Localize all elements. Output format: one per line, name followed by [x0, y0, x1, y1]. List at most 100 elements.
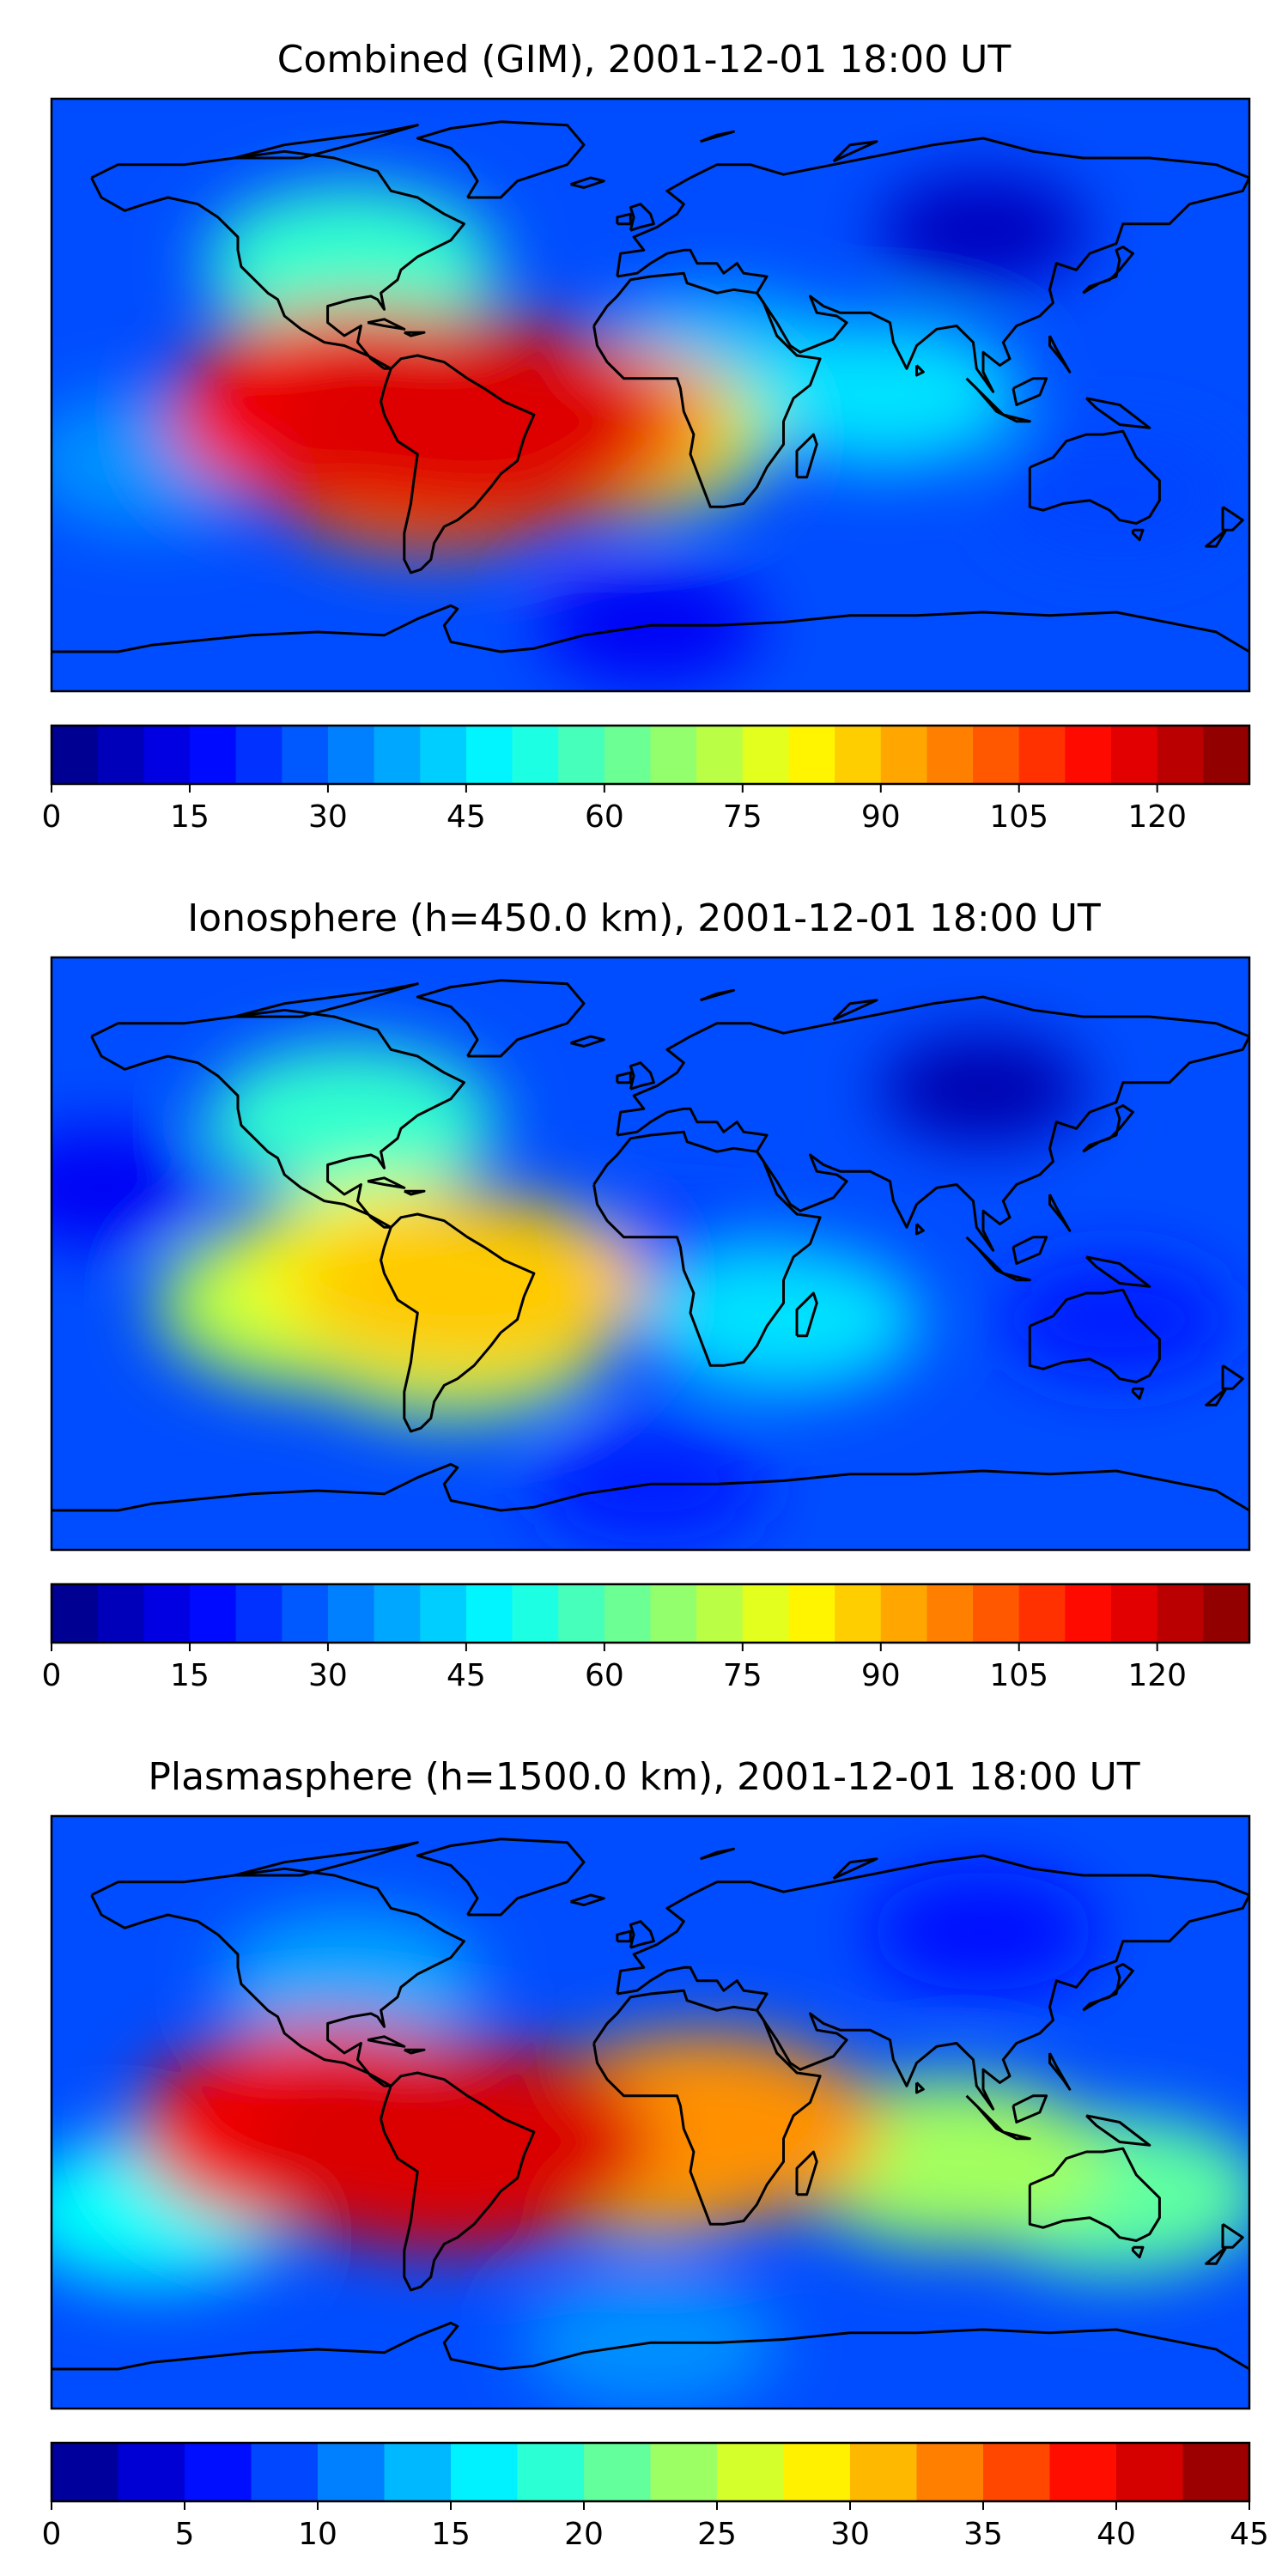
colorbar-tick-label: 45	[447, 799, 486, 835]
colorbar-tick-label: 0	[42, 1658, 62, 1693]
colorbar-segment	[512, 726, 559, 784]
tec-feature	[248, 2038, 653, 2252]
coastline	[570, 1893, 605, 1906]
coastline	[1221, 1364, 1244, 1390]
colorbar-tick-label: 45	[447, 1658, 486, 1693]
combined-gim-panel: Combined (GIM), 2001-12-01 18:00 UT 0 15 3…	[0, 0, 1288, 859]
coastline	[234, 124, 419, 160]
tec-feature	[1000, 1258, 1232, 1381]
coastline	[404, 1189, 426, 1196]
tec-feature	[878, 175, 1089, 286]
tec-field	[52, 1816, 1249, 2409]
colorbar-frame	[50, 1583, 1251, 1644]
coastline	[965, 2094, 1005, 2134]
colorbar-segment	[384, 2443, 452, 2501]
colorbar-segment	[717, 2443, 785, 2501]
coastline	[367, 2035, 406, 2048]
colorbar-tick-label: 5	[175, 2517, 195, 2552]
coastline	[1028, 429, 1161, 525]
coastline	[1221, 506, 1244, 532]
coastline	[1085, 2114, 1151, 2147]
colorbar-segment	[696, 726, 744, 784]
coastline	[795, 1291, 818, 1338]
coastline	[915, 364, 925, 377]
coastline	[1048, 2052, 1072, 2091]
colorbar-segment	[983, 2443, 1051, 2501]
coastline	[570, 1035, 605, 1048]
colorbar-tick-label: 15	[170, 799, 210, 835]
colorbar-tick-label: 90	[861, 799, 901, 835]
colorbar-tick-label: 35	[963, 2517, 1003, 2552]
coastline	[90, 149, 465, 370]
coastline	[234, 1841, 419, 1877]
coastline	[832, 140, 878, 163]
coastlines	[52, 1838, 1249, 2371]
colorbar-tick-label: 30	[308, 1658, 348, 1693]
coastline	[616, 995, 1249, 1252]
colorbar-segment	[327, 1584, 375, 1643]
colorbar-tick-label: 20	[564, 2517, 604, 2552]
coastline	[380, 1212, 536, 1433]
tec-feature	[265, 315, 670, 528]
colorbar-segment	[374, 726, 421, 784]
tec-field	[52, 957, 1249, 1550]
colorbar-segment	[420, 1584, 467, 1643]
colorbar-segment	[927, 726, 974, 784]
colorbar-segment	[517, 2443, 585, 2501]
coastline	[1082, 246, 1134, 295]
coastline	[629, 203, 655, 232]
colorbar-tick-label: 120	[1127, 799, 1187, 835]
coastline	[367, 318, 406, 331]
colorbar-segment	[788, 726, 835, 784]
colorbar-segment	[118, 2443, 185, 2501]
colorbar-tick-label: 75	[723, 799, 762, 835]
tec-feature	[646, 1247, 921, 1392]
colorbar-tick-label: 60	[585, 1658, 624, 1693]
colorbar-segment	[788, 1584, 835, 1643]
ionosphere-panel: Ionosphere (h=450.0 km), 2001-12-01 18:0…	[0, 859, 1288, 1717]
colorbar-segment	[584, 2443, 652, 2501]
coastline	[616, 1854, 1249, 2111]
colorbar-tick-label: 0	[42, 799, 62, 835]
colorbar-tick-label: 105	[989, 1658, 1048, 1693]
coastline	[234, 982, 419, 1018]
colorbar-segment	[850, 2443, 918, 2501]
coastline	[1085, 397, 1151, 429]
coastline	[965, 377, 1005, 416]
tec-feature	[879, 1035, 1087, 1144]
coastline	[915, 2081, 925, 2094]
colorbar-segment	[235, 726, 283, 784]
colorbar-segment	[1157, 1584, 1204, 1643]
chart-title: Combined (GIM), 2001-12-01 18:00 UT	[276, 38, 1012, 82]
colorbar-segment	[512, 1584, 559, 1643]
coastline	[616, 212, 632, 226]
colorbar-segment	[97, 1584, 144, 1643]
colorbar-tick-label: 30	[308, 799, 348, 835]
coastline	[1205, 2246, 1228, 2265]
colorbar-tick-label: 120	[1127, 1658, 1187, 1693]
colorbar-segment	[783, 2443, 851, 2501]
map-frame	[50, 956, 1251, 1552]
colorbar-segment	[742, 1584, 790, 1643]
colorbar: 0 15 30 45 60 75 90 105 120	[42, 1583, 1251, 1693]
coastline	[1048, 335, 1072, 374]
tec-feature	[292, 1194, 643, 1379]
coastline	[1085, 1255, 1151, 1288]
colorbar-tick-label: 105	[989, 799, 1048, 835]
coastline	[380, 2071, 536, 2292]
tec-map-svg: 0 15 30 45 60 75 90 105 120	[42, 97, 1251, 835]
colorbar-frame	[50, 724, 1251, 786]
colorbar-segment	[1203, 726, 1250, 784]
colorbar-segment	[189, 726, 237, 784]
colorbar-tick-label: 30	[830, 2517, 870, 2552]
coastline	[592, 1130, 822, 1367]
coastlines	[52, 120, 1249, 653]
colorbar-tick-label: 40	[1097, 2517, 1136, 2552]
coastline	[592, 1989, 822, 2226]
coastline	[832, 999, 878, 1022]
colorbar-segment	[604, 726, 652, 784]
colorbar-segment	[1111, 726, 1158, 784]
colorbar-segment	[251, 2443, 319, 2501]
colorbar-segment	[420, 726, 467, 784]
coastline	[1048, 1194, 1072, 1232]
